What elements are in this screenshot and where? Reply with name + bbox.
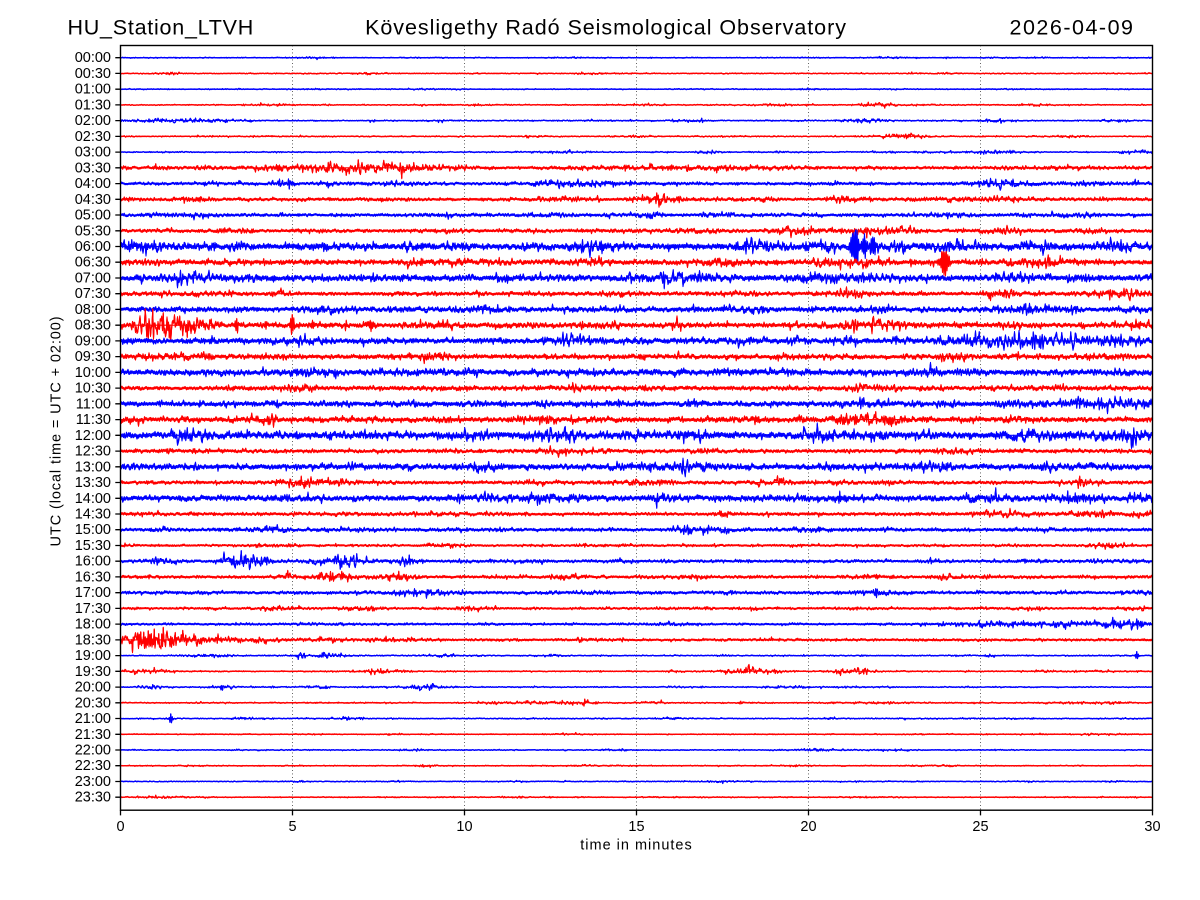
- svg-text:16:30: 16:30: [75, 569, 111, 585]
- svg-text:19:30: 19:30: [75, 664, 111, 680]
- svg-text:04:00: 04:00: [75, 176, 111, 192]
- svg-text:07:30: 07:30: [75, 286, 111, 302]
- svg-text:23:30: 23:30: [75, 790, 111, 806]
- svg-text:time in minutes: time in minutes: [580, 838, 693, 854]
- svg-text:14:30: 14:30: [75, 507, 111, 523]
- svg-text:17:30: 17:30: [75, 601, 111, 617]
- svg-text:11:00: 11:00: [76, 396, 111, 412]
- svg-text:16:00: 16:00: [75, 554, 111, 570]
- svg-text:25: 25: [972, 819, 988, 835]
- svg-text:12:00: 12:00: [75, 428, 111, 444]
- svg-text:06:00: 06:00: [75, 239, 111, 255]
- svg-text:13:00: 13:00: [75, 459, 111, 475]
- svg-text:04:30: 04:30: [75, 192, 111, 208]
- svg-text:22:00: 22:00: [75, 743, 111, 759]
- svg-text:11:30: 11:30: [76, 412, 111, 428]
- svg-text:06:30: 06:30: [75, 255, 111, 271]
- svg-text:14:00: 14:00: [75, 491, 111, 507]
- svg-text:07:00: 07:00: [75, 271, 111, 287]
- svg-text:02:30: 02:30: [75, 129, 111, 145]
- svg-text:18:00: 18:00: [75, 617, 111, 633]
- svg-text:05:30: 05:30: [75, 223, 111, 239]
- svg-text:0: 0: [116, 819, 124, 835]
- svg-text:20: 20: [800, 819, 816, 835]
- svg-text:20:30: 20:30: [75, 695, 111, 711]
- svg-text:09:30: 09:30: [75, 349, 111, 365]
- svg-text:12:30: 12:30: [75, 444, 111, 460]
- svg-text:15: 15: [628, 819, 644, 835]
- svg-text:01:00: 01:00: [75, 82, 111, 98]
- svg-text:10:00: 10:00: [75, 365, 111, 381]
- svg-text:21:00: 21:00: [75, 711, 111, 727]
- svg-text:09:00: 09:00: [75, 333, 111, 349]
- svg-text:22:30: 22:30: [75, 758, 111, 774]
- svg-text:00:30: 00:30: [75, 66, 111, 82]
- svg-text:08:00: 08:00: [75, 302, 111, 318]
- svg-text:00:00: 00:00: [75, 50, 111, 66]
- svg-text:2026-04-09: 2026-04-09: [1010, 16, 1135, 40]
- svg-text:15:00: 15:00: [75, 522, 111, 538]
- svg-text:13:30: 13:30: [75, 475, 111, 491]
- svg-text:01:30: 01:30: [75, 97, 111, 113]
- svg-text:02:00: 02:00: [75, 113, 111, 129]
- svg-text:05:00: 05:00: [75, 208, 111, 224]
- svg-text:5: 5: [288, 819, 296, 835]
- svg-text:HU_Station_LTVH: HU_Station_LTVH: [68, 16, 255, 40]
- svg-text:15:30: 15:30: [75, 538, 111, 554]
- svg-text:10: 10: [456, 819, 472, 835]
- svg-text:Kövesligethy Radó Seismologica: Kövesligethy Radó Seismological Observat…: [365, 16, 847, 40]
- svg-text:20:00: 20:00: [75, 680, 111, 696]
- svg-text:23:00: 23:00: [75, 774, 111, 790]
- svg-text:03:00: 03:00: [75, 145, 111, 161]
- svg-text:10:30: 10:30: [75, 381, 111, 397]
- svg-text:18:30: 18:30: [75, 632, 111, 648]
- svg-text:17:00: 17:00: [75, 585, 111, 601]
- svg-text:30: 30: [1144, 819, 1160, 835]
- svg-text:UTC (local time = UTC + 02:00): UTC (local time = UTC + 02:00): [49, 316, 65, 547]
- svg-text:19:00: 19:00: [75, 648, 111, 664]
- svg-text:03:30: 03:30: [75, 160, 111, 176]
- svg-text:08:30: 08:30: [75, 318, 111, 334]
- svg-text:21:30: 21:30: [75, 727, 111, 743]
